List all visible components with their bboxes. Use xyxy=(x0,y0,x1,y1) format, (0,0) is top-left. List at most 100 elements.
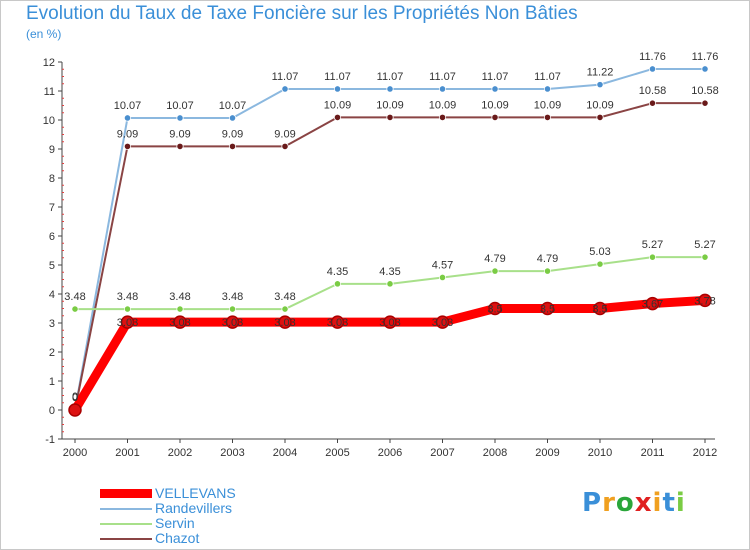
data-label-vellevans: 3.03 xyxy=(117,317,138,329)
data-point-servin xyxy=(491,267,499,275)
data-label-servin: 4.35 xyxy=(379,266,400,278)
data-point-servin xyxy=(71,305,79,313)
data-point-chazot xyxy=(543,113,552,121)
data-label-servin: 3.48 xyxy=(117,291,138,303)
data-label-randevillers: 11.07 xyxy=(377,71,404,83)
data-point-chazot xyxy=(438,113,447,121)
logo-letter: x xyxy=(634,488,653,518)
data-label-randevillers: 11.07 xyxy=(429,71,456,83)
data-point-vellevans xyxy=(383,315,397,329)
data-point-chazot xyxy=(596,113,604,121)
legend-item-chazot[interactable]: Chazot xyxy=(100,530,300,546)
y-tick-label: 12 xyxy=(43,57,55,69)
data-label-randevillers: 11.07 xyxy=(272,71,299,83)
data-point-randevillers xyxy=(176,114,184,122)
data-label-randevillers: 11.76 xyxy=(639,51,666,63)
data-label-vellevans: 3.03 xyxy=(274,317,295,329)
data-point-randevillers xyxy=(228,114,237,122)
data-point-vellevans xyxy=(173,315,187,329)
data-label-vellevans: 3.67 xyxy=(642,299,663,311)
data-label-randevillers: 11.07 xyxy=(482,71,509,83)
data-label-randevillers: 0 xyxy=(72,392,78,404)
data-point-chazot xyxy=(333,113,342,121)
data-label-servin: 5.03 xyxy=(589,246,610,258)
logo-letter: P xyxy=(582,488,603,518)
chart-title: Evolution du Taux de Taxe Foncière sur l… xyxy=(26,3,578,24)
legend-label-randevillers: Randevillers xyxy=(155,500,233,516)
data-point-vellevans xyxy=(593,301,607,316)
data-label-chazot: 10.58 xyxy=(691,85,719,97)
data-label-servin: 3.48 xyxy=(274,291,295,303)
data-label-randevillers: 10.07 xyxy=(166,100,194,112)
data-point-chazot xyxy=(491,113,499,121)
data-label-randevillers: 11.76 xyxy=(692,51,719,63)
data-point-chazot xyxy=(176,142,184,150)
data-point-vellevans xyxy=(540,301,555,316)
data-label-chazot: 10.58 xyxy=(639,85,667,97)
data-point-servin xyxy=(228,305,237,313)
data-point-randevillers xyxy=(491,85,499,93)
y-tick-label: 6 xyxy=(49,231,55,243)
data-label-vellevans: 3.03 xyxy=(379,317,400,329)
data-point-chazot xyxy=(228,142,237,150)
data-point-servin xyxy=(386,280,394,288)
data-label-randevillers: 11.07 xyxy=(324,71,351,83)
data-point-randevillers xyxy=(596,81,604,89)
x-tick-label: 2009 xyxy=(535,447,559,459)
data-point-randevillers xyxy=(648,65,657,73)
data-point-randevillers xyxy=(333,85,342,93)
legend-item-servin[interactable]: Servin xyxy=(100,515,300,531)
data-point-chazot xyxy=(123,142,132,150)
y-tick-label: 2 xyxy=(49,347,55,359)
data-point-servin xyxy=(596,260,604,268)
legend-item-vellevans[interactable]: VELLEVANS xyxy=(100,485,300,501)
y-tick-label: 10 xyxy=(43,115,55,127)
x-tick-label: 2012 xyxy=(693,447,717,459)
data-label-chazot: 10.09 xyxy=(429,99,457,111)
legend-swatch-servin xyxy=(100,523,152,525)
data-label-randevillers: 10.07 xyxy=(219,100,247,112)
data-label-vellevans: 3.5 xyxy=(487,304,502,316)
data-point-randevillers xyxy=(123,114,132,122)
data-label-vellevans: 3.5 xyxy=(540,304,555,316)
legend-label-chazot: Chazot xyxy=(155,530,200,546)
data-point-chazot xyxy=(701,99,709,107)
data-label-vellevans: 0 xyxy=(72,391,78,403)
data-label-randevillers: 11.22 xyxy=(587,67,614,79)
data-label-chazot: 10.09 xyxy=(534,99,562,111)
data-label-servin: 4.57 xyxy=(432,259,453,271)
data-label-chazot: 9.09 xyxy=(222,128,243,140)
x-tick-label: 2006 xyxy=(378,447,402,459)
data-label-servin: 3.48 xyxy=(222,291,243,303)
data-label-chazot: 9.09 xyxy=(169,128,190,140)
x-tick-label: 2007 xyxy=(430,447,454,459)
x-tick-label: 2011 xyxy=(641,447,665,459)
y-tick-label: 9 xyxy=(49,144,55,156)
data-point-randevillers xyxy=(281,85,289,93)
data-label-servin: 5.27 xyxy=(694,239,715,251)
data-label-servin: 3.48 xyxy=(169,291,190,303)
chart-subtitle: (en %) xyxy=(26,27,62,41)
data-label-vellevans: 3.03 xyxy=(432,317,453,329)
data-label-servin: 3.48 xyxy=(64,291,85,303)
logo-letter: i xyxy=(652,488,663,518)
data-label-vellevans: 3.5 xyxy=(592,304,607,316)
data-label-randevillers: 11.07 xyxy=(534,71,561,83)
legend-item-randevillers[interactable]: Randevillers xyxy=(100,500,300,516)
logo-letter: i xyxy=(675,488,686,518)
data-point-servin xyxy=(281,305,289,313)
data-label-vellevans: 3.03 xyxy=(169,317,190,329)
logo-letter: t xyxy=(662,488,676,518)
y-tick-label: 7 xyxy=(49,202,55,214)
data-point-servin xyxy=(123,305,132,313)
data-point-servin xyxy=(648,253,657,261)
data-label-chazot: 10.09 xyxy=(376,99,404,111)
x-tick-label: 2001 xyxy=(115,447,139,459)
data-label-randevillers: 10.07 xyxy=(114,100,142,112)
data-label-vellevans: 3.03 xyxy=(222,317,243,329)
data-label-chazot: 9.09 xyxy=(117,128,138,140)
data-point-randevillers xyxy=(701,65,709,73)
legend-swatch-randevillers xyxy=(100,508,152,510)
data-point-vellevans xyxy=(435,315,450,329)
